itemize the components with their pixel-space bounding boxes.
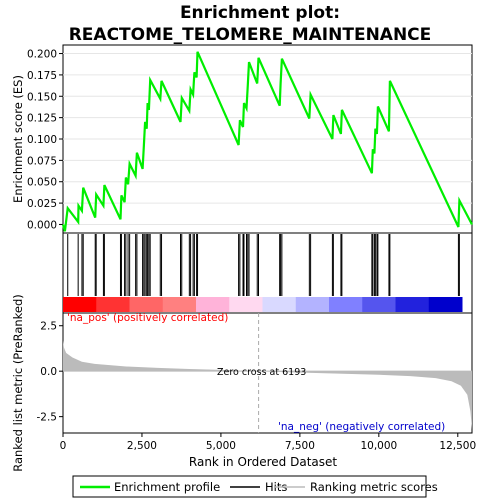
rank-color-bar xyxy=(63,297,463,312)
rank-panel: -2.50.02.5 0 2,500 5,000 7,500 10,000 12,500 … xyxy=(11,294,476,472)
es-y-tick-label: 0.100 xyxy=(27,134,57,146)
chart-title-line2: REACTOME_TELOMERE_MAINTENANCE xyxy=(69,25,432,45)
hit-markers xyxy=(67,234,460,296)
es-y-tick-label: 0.175 xyxy=(27,70,57,82)
heatmap-segment xyxy=(329,297,363,312)
rank-y-axis-ticks: -2.5 0.0 2.5 xyxy=(37,321,63,424)
heatmap-segment xyxy=(129,297,164,312)
chart-title-line1: Enrichment plot: xyxy=(180,3,340,23)
heatmap-segment xyxy=(162,297,197,312)
positive-correlation-label: 'na_pos' (positively correlated) xyxy=(67,312,228,324)
es-y-tick-label: 0.050 xyxy=(27,177,57,189)
heatmap-segment xyxy=(63,297,97,312)
rank-y-tick-label: -2.5 xyxy=(37,412,58,424)
es-y-axis-ticks: 0.000 0.025 0.050 0.075 0.100 0.125 0.150 0.175… xyxy=(27,49,63,231)
legend: Enrichment profile Hits Ranking metric s… xyxy=(72,475,438,498)
es-gridlines xyxy=(63,53,472,225)
rank-y-tick-label: 2.5 xyxy=(40,321,57,333)
heatmap-segment xyxy=(362,297,396,312)
enrichment-profile-line xyxy=(61,51,473,232)
heatmap-segment xyxy=(262,297,297,312)
es-y-axis-label: Enrichment score (ES) xyxy=(11,75,25,203)
legend-enrichment-label: Enrichment profile xyxy=(114,480,220,494)
es-y-tick-label: 0.025 xyxy=(27,198,57,210)
zero-cross-label: Zero cross at 6193 xyxy=(217,367,306,378)
rank-x-tick-label: 7,500 xyxy=(285,440,315,452)
es-y-tick-label: 0.075 xyxy=(27,155,57,167)
legend-ranking-label: Ranking metric scores xyxy=(310,480,438,494)
negative-correlation-label: 'na_neg' (negatively correlated) xyxy=(278,421,445,433)
rank-x-axis-ticks: 0 2,500 5,000 7,500 10,000 12,500 xyxy=(60,433,476,452)
rank-x-axis-label: Rank in Ordered Dataset xyxy=(189,455,337,469)
rank-y-axis-label: Ranked list metric (PreRanked) xyxy=(11,294,25,472)
hits-panel xyxy=(62,232,473,314)
rank-x-tick-label: 12,500 xyxy=(439,440,476,452)
heatmap-segment xyxy=(196,297,230,312)
es-y-tick-label: 0.200 xyxy=(27,49,57,61)
rank-x-tick-label: 5,000 xyxy=(206,440,236,452)
es-y-tick-label: 0.000 xyxy=(27,219,57,231)
heatmap-segment xyxy=(229,297,263,312)
heatmap-segment xyxy=(96,297,130,312)
heatmap-segment xyxy=(295,297,330,312)
rank-x-tick-label: 0 xyxy=(60,440,67,452)
rank-x-tick-label: 2,500 xyxy=(127,440,157,452)
rank-x-tick-label: 10,000 xyxy=(360,440,397,452)
rank-y-tick-label: 0.0 xyxy=(40,366,57,378)
es-panel: 0.000 0.025 0.050 0.075 0.100 0.125 0.150 0.175… xyxy=(11,44,473,234)
es-y-tick-label: 0.125 xyxy=(27,113,57,125)
es-y-tick-label: 0.150 xyxy=(27,91,57,103)
heatmap-segment xyxy=(428,297,463,312)
heatmap-segment xyxy=(395,297,430,312)
